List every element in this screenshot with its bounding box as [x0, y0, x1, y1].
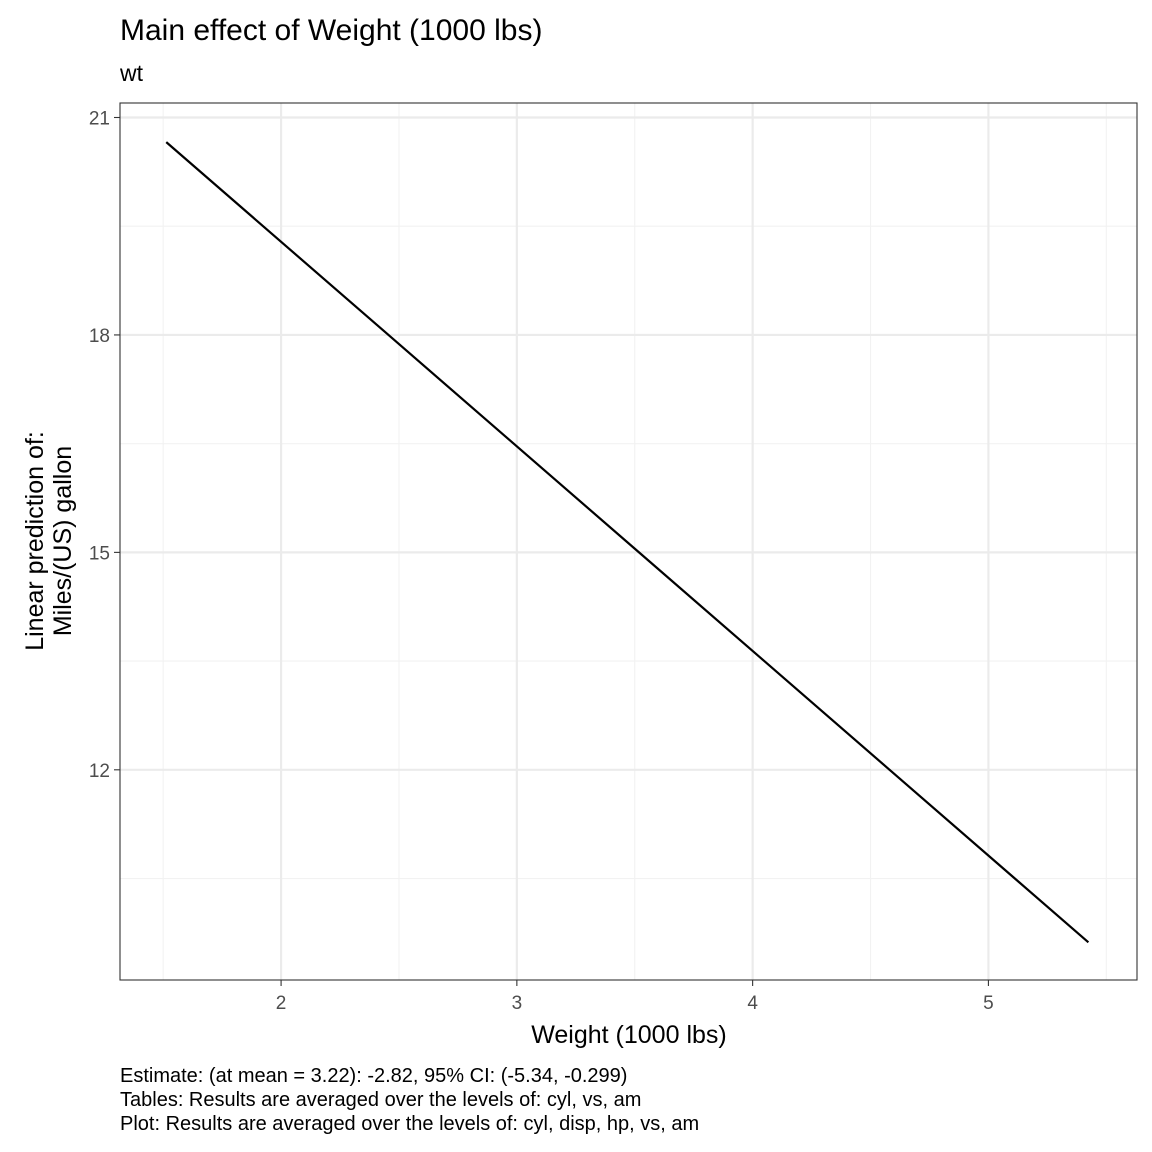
- y-tick-label: 15: [89, 543, 110, 564]
- caption-line-plot: Plot: Results are averaged over the leve…: [120, 1113, 699, 1135]
- caption-line-estimate: Estimate: (at mean = 3.22): -2.82, 95% C…: [120, 1065, 627, 1087]
- series-line: [165, 141, 1090, 944]
- minor-gridlines: [120, 103, 1137, 980]
- chart-subtitle: wt: [119, 60, 144, 86]
- series-layer: [165, 141, 1090, 944]
- y-axis: 12 15 18 21: [89, 108, 120, 782]
- caption-line-tables: Tables: Results are averaged over the le…: [120, 1089, 641, 1111]
- y-tick-label: 12: [89, 761, 110, 782]
- x-tick-label: 2: [276, 993, 287, 1014]
- y-tick-label: 21: [89, 108, 110, 129]
- y-axis-title-line-1: Linear prediction of:: [21, 431, 49, 651]
- major-gridlines: [120, 103, 1137, 980]
- x-tick-label: 5: [983, 993, 994, 1014]
- x-tick-label: 4: [747, 993, 758, 1014]
- chart-title: Main effect of Weight (1000 lbs): [120, 14, 542, 47]
- x-axis: 2 3 4 5: [276, 980, 994, 1014]
- panel-border: [119, 102, 1138, 981]
- y-axis-title-line-2: Miles/(US) gallon: [49, 446, 77, 636]
- x-tick-label: 3: [512, 993, 523, 1014]
- y-axis-title: Linear prediction of: Miles/(US) gallon: [21, 431, 77, 651]
- x-axis-title: Weight (1000 lbs): [531, 1021, 726, 1049]
- plot-area: [119, 102, 1138, 981]
- y-tick-label: 18: [89, 326, 110, 347]
